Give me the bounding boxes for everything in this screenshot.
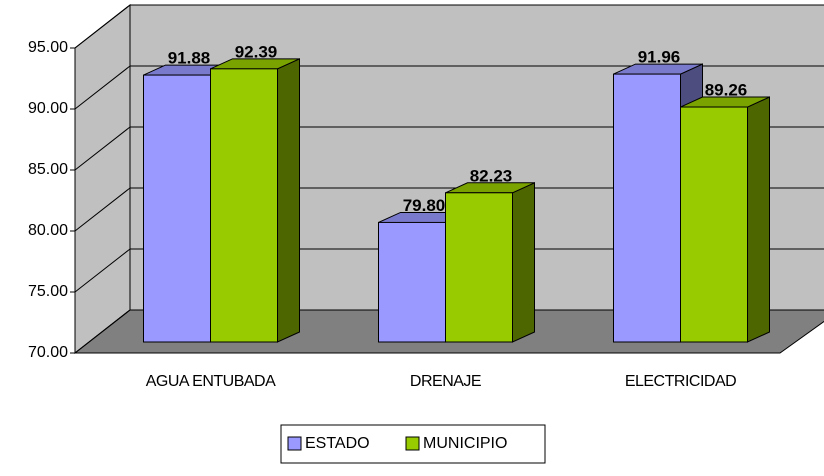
grid-line xyxy=(74,309,131,354)
bar xyxy=(445,192,513,343)
bar xyxy=(613,73,681,343)
y-tick-label: 85.00 xyxy=(28,161,68,178)
y-tick-label: 80.00 xyxy=(28,222,68,239)
value-label: 91.88 xyxy=(168,49,211,68)
grid-line xyxy=(74,126,131,171)
value-label: 89.26 xyxy=(705,81,748,100)
legend-swatch xyxy=(405,436,420,451)
legend-label: ESTADO xyxy=(305,435,370,452)
x-tick-label: ELECTRICIDAD xyxy=(625,373,736,390)
legend-label: MUNICIPIO xyxy=(423,435,507,452)
left-wall xyxy=(74,3,131,355)
value-label: 79.80 xyxy=(403,196,446,215)
bar xyxy=(680,106,748,343)
grid-line xyxy=(74,65,131,110)
y-tick-label: 70.00 xyxy=(28,344,68,361)
y-tick-label: 90.00 xyxy=(28,100,68,117)
bar xyxy=(210,68,278,343)
legend-swatch xyxy=(287,436,302,451)
y-tick-label: 75.00 xyxy=(28,283,68,300)
x-tick-label: DRENAJE xyxy=(410,373,481,390)
value-label: 91.96 xyxy=(638,48,681,67)
bar-side xyxy=(512,182,535,343)
value-label: 92.39 xyxy=(235,42,278,61)
value-label: 82.23 xyxy=(470,166,513,185)
bar xyxy=(378,221,446,343)
bar-side xyxy=(277,58,300,343)
grid-line xyxy=(74,187,131,232)
grid-line xyxy=(74,248,131,293)
bar xyxy=(143,74,211,343)
grid-line xyxy=(74,4,131,49)
plot: 70.00 75.00 80.00 85.00 90.00 95.00 AGUA ENTUB… xyxy=(28,4,824,390)
y-tick-label: 95.00 xyxy=(28,39,68,56)
bar-side xyxy=(747,96,770,343)
x-tick-label: AGUA ENTUBADA xyxy=(146,373,276,390)
